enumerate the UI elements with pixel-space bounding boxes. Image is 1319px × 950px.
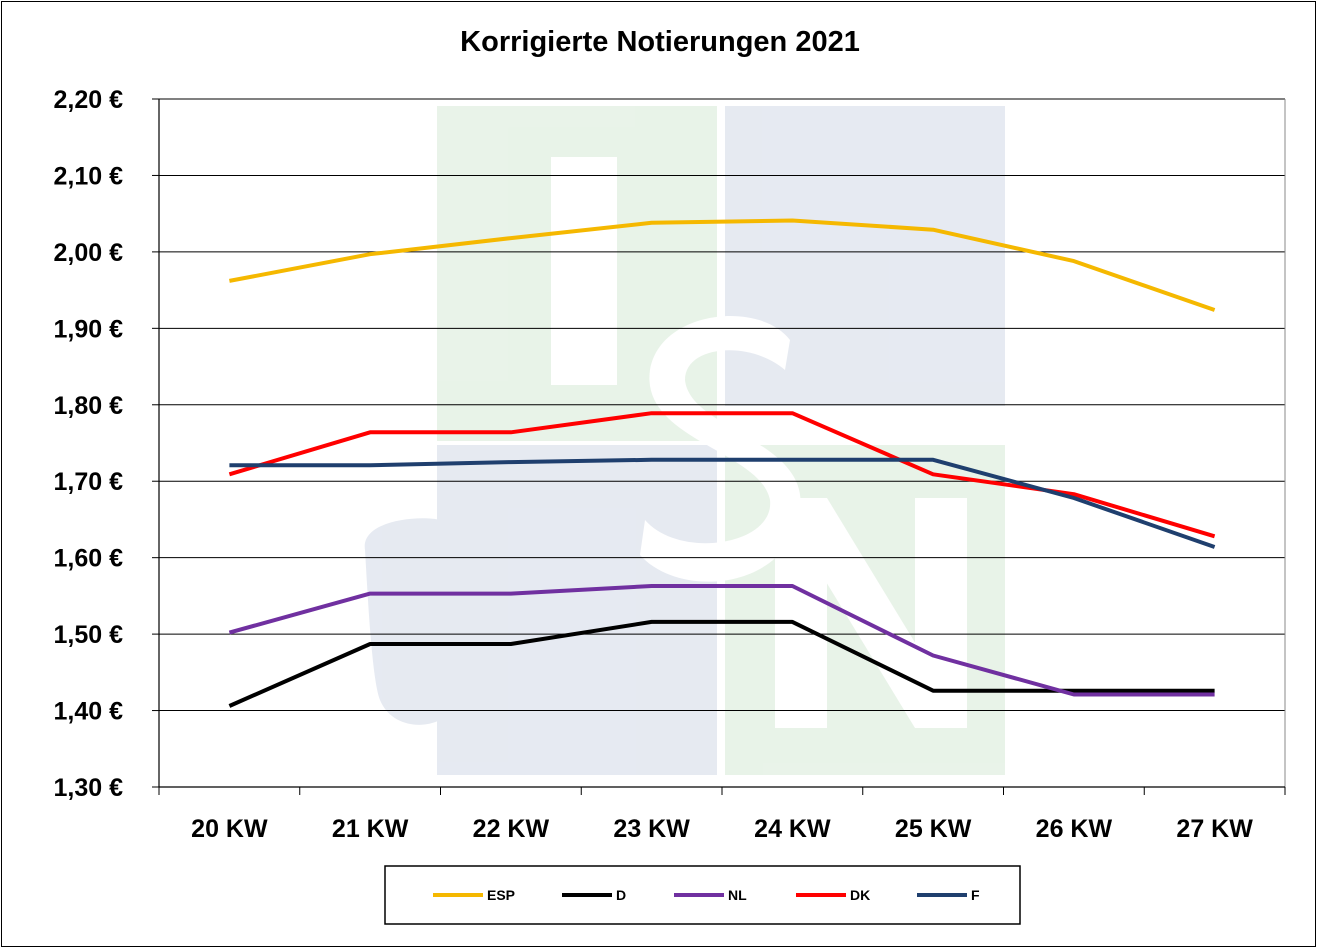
legend-label: NL <box>728 887 747 903</box>
legend-label: F <box>971 887 980 903</box>
x-tick-label: 20 KW <box>191 815 268 843</box>
y-tick-label: 1,30 € <box>53 774 123 802</box>
x-tick-label: 26 KW <box>1036 815 1113 843</box>
y-tick-label: 1,90 € <box>53 315 123 343</box>
legend-label: DK <box>850 887 870 903</box>
legend-label: D <box>616 887 626 903</box>
legend-label: ESP <box>487 887 515 903</box>
series-line-d <box>228 619 1215 708</box>
series-lines <box>228 218 1216 708</box>
x-tick-label: 24 KW <box>754 815 831 843</box>
watermark-letter <box>775 498 967 728</box>
y-tick-label: 1,40 € <box>53 698 123 726</box>
legend: ESP D NL DK F <box>384 865 1021 925</box>
y-tick-label: 2,10 € <box>53 162 123 190</box>
x-tick-label: 21 KW <box>332 815 409 843</box>
y-tick-label: 2,20 € <box>53 86 123 114</box>
series-line-nl <box>228 584 1215 697</box>
gridlines <box>159 98 1285 712</box>
watermark-pig <box>364 518 440 725</box>
y-tick-label: 2,00 € <box>53 239 123 267</box>
y-axis-ticks: 1,30 € 1,40 € 1,50 € 1,60 € 1,70 € 1,80 € 1,90… <box>53 86 159 802</box>
watermark-letter <box>640 316 801 582</box>
y-tick-label: 1,60 € <box>53 545 123 573</box>
x-tick-label: 23 KW <box>613 815 690 843</box>
x-tick-label: 22 KW <box>473 815 550 843</box>
x-tick-label: 25 KW <box>895 815 972 843</box>
x-axis-ticks: 20 KW 21 KW 22 KW 23 KW 24 KW 25 KW 26 KW 27 KW <box>158 787 1286 843</box>
watermark-block <box>437 445 717 775</box>
watermark-letter <box>551 157 617 385</box>
y-tick-label: 1,50 € <box>53 621 123 649</box>
watermark-block <box>725 106 1005 406</box>
watermark-logo <box>364 106 1005 775</box>
y-tick-label: 1,70 € <box>53 468 123 496</box>
series-line-f <box>229 457 1216 549</box>
x-tick-label: 27 KW <box>1176 815 1253 843</box>
y-tick-label: 1,80 € <box>53 392 123 420</box>
series-line-esp <box>229 218 1216 312</box>
chart-title: Korrigierte Notierungen 2021 <box>460 26 860 58</box>
